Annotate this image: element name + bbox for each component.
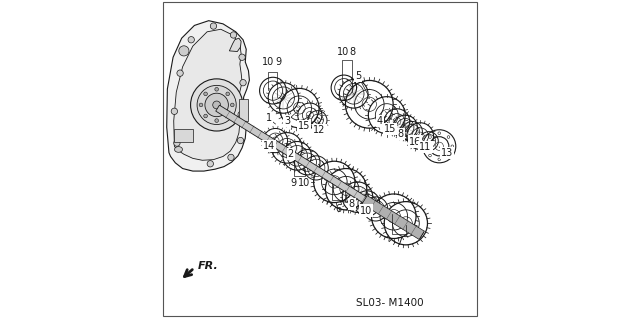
Circle shape (207, 161, 214, 167)
Text: 9: 9 (275, 57, 281, 67)
Circle shape (212, 101, 221, 109)
Text: FR.: FR. (198, 261, 218, 272)
Circle shape (226, 92, 230, 96)
Circle shape (238, 111, 244, 118)
Polygon shape (229, 38, 241, 52)
Text: 12: 12 (313, 125, 326, 135)
Ellipse shape (175, 147, 182, 152)
Text: 13: 13 (441, 148, 453, 158)
Circle shape (211, 23, 217, 29)
Circle shape (239, 54, 245, 60)
Text: 16: 16 (408, 136, 421, 147)
Text: 6: 6 (335, 204, 342, 213)
Text: 10: 10 (337, 47, 349, 57)
Circle shape (199, 103, 203, 107)
Text: 8: 8 (397, 129, 404, 139)
Text: 11: 11 (419, 142, 432, 152)
Text: 10: 10 (262, 57, 275, 67)
Circle shape (230, 32, 237, 38)
Text: 5: 5 (355, 71, 362, 81)
Text: 3: 3 (284, 116, 290, 126)
Circle shape (197, 85, 236, 124)
Circle shape (228, 154, 234, 161)
Text: 15: 15 (384, 124, 396, 134)
Polygon shape (362, 196, 424, 239)
Circle shape (188, 37, 195, 43)
Circle shape (215, 119, 218, 122)
Circle shape (171, 108, 177, 114)
Text: 10: 10 (298, 178, 310, 188)
Circle shape (177, 70, 183, 76)
Polygon shape (167, 21, 250, 171)
Bar (173, 129, 193, 142)
Circle shape (204, 114, 207, 118)
Polygon shape (216, 105, 424, 238)
Text: 15: 15 (298, 121, 310, 131)
Polygon shape (173, 29, 242, 160)
Text: 14: 14 (263, 141, 275, 151)
Bar (239, 99, 248, 121)
Circle shape (237, 137, 244, 144)
Circle shape (191, 79, 243, 131)
Text: 8: 8 (349, 199, 355, 209)
Text: 4: 4 (377, 116, 383, 126)
Text: 1: 1 (266, 113, 272, 123)
Circle shape (230, 103, 234, 107)
Circle shape (205, 93, 228, 117)
Circle shape (179, 46, 189, 56)
Text: 8: 8 (349, 47, 355, 57)
Text: 7: 7 (396, 237, 402, 246)
Text: 9: 9 (290, 178, 296, 188)
Circle shape (240, 80, 246, 86)
Text: SL03- M1400: SL03- M1400 (356, 298, 424, 308)
Circle shape (215, 87, 218, 91)
Circle shape (204, 92, 207, 96)
Circle shape (173, 140, 180, 146)
Text: 10: 10 (360, 205, 372, 216)
Circle shape (226, 114, 230, 118)
Text: 2: 2 (287, 149, 294, 159)
